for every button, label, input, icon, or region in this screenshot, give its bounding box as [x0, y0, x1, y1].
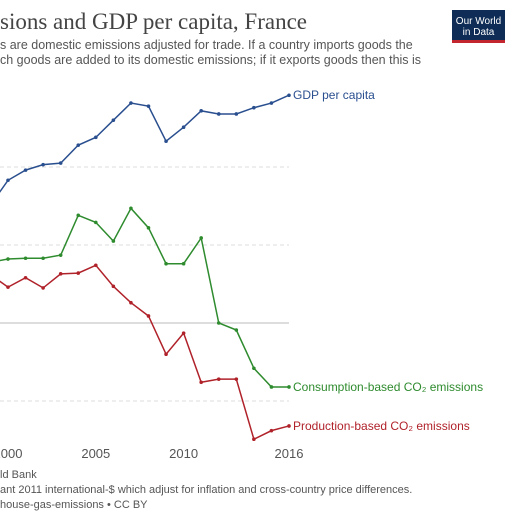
point [111, 284, 116, 289]
point [76, 143, 81, 147]
point [199, 380, 203, 385]
point [269, 101, 274, 105]
point [94, 263, 98, 268]
point [94, 135, 98, 140]
footer: house-gas-emissions • CC BY [0, 499, 148, 511]
point [199, 236, 203, 240]
subtitle: s are domestic emissions adjusted for tr… [0, 38, 413, 52]
point [164, 261, 168, 266]
x-tick-label: 2016 [275, 446, 304, 461]
point [23, 275, 28, 280]
legend-label: Production-based CO₂ emissions [293, 419, 470, 433]
line [0, 94, 290, 193]
point [129, 300, 133, 305]
point [216, 112, 221, 116]
point [234, 112, 239, 116]
logo-text: in Data [463, 27, 495, 38]
point [129, 206, 133, 211]
subtitle: ch goods are added to its domestic emiss… [0, 53, 421, 67]
point [216, 377, 221, 381]
point [129, 101, 133, 105]
x-tick-label: 2005 [81, 446, 110, 461]
footer: ld Bank [0, 469, 37, 481]
point [146, 226, 151, 230]
point [234, 377, 239, 381]
point [76, 213, 81, 218]
x-tick-label: 2010 [169, 446, 198, 461]
line [0, 264, 290, 441]
point [252, 437, 256, 442]
point [6, 178, 10, 183]
logo-text: Our World [456, 16, 501, 27]
point [94, 220, 98, 225]
point [181, 125, 186, 130]
logo-bar [452, 40, 505, 43]
point [269, 428, 274, 433]
footer: ant 2011 international-$ which adjust fo… [0, 484, 412, 496]
point [23, 168, 28, 172]
point [164, 352, 168, 357]
point [58, 253, 63, 257]
legend-label: GDP per capita [293, 88, 375, 102]
point [234, 328, 239, 332]
point [23, 256, 28, 261]
point [6, 285, 10, 289]
point [58, 161, 63, 165]
point [76, 271, 81, 275]
point [164, 139, 168, 144]
logo-box [452, 10, 505, 43]
line [0, 207, 289, 388]
point [287, 93, 291, 98]
point [41, 286, 45, 290]
logo: Our World in Data [452, 10, 505, 43]
point [287, 385, 291, 389]
point [252, 105, 256, 110]
point [181, 261, 186, 266]
point [41, 256, 45, 261]
point [111, 118, 116, 122]
chart-title: sions and GDP per capita, France [0, 9, 307, 34]
legend-label: Consumption-based CO₂ emissions [293, 380, 483, 394]
point [6, 257, 10, 261]
point [199, 109, 203, 113]
point [216, 321, 221, 325]
point [181, 331, 186, 335]
x-tick-label: 2000 [0, 446, 22, 461]
point [287, 424, 291, 428]
point [111, 239, 116, 243]
point [41, 162, 45, 167]
point [58, 272, 63, 276]
point [269, 385, 274, 389]
point [146, 314, 151, 318]
point [252, 366, 256, 371]
point [146, 104, 151, 108]
